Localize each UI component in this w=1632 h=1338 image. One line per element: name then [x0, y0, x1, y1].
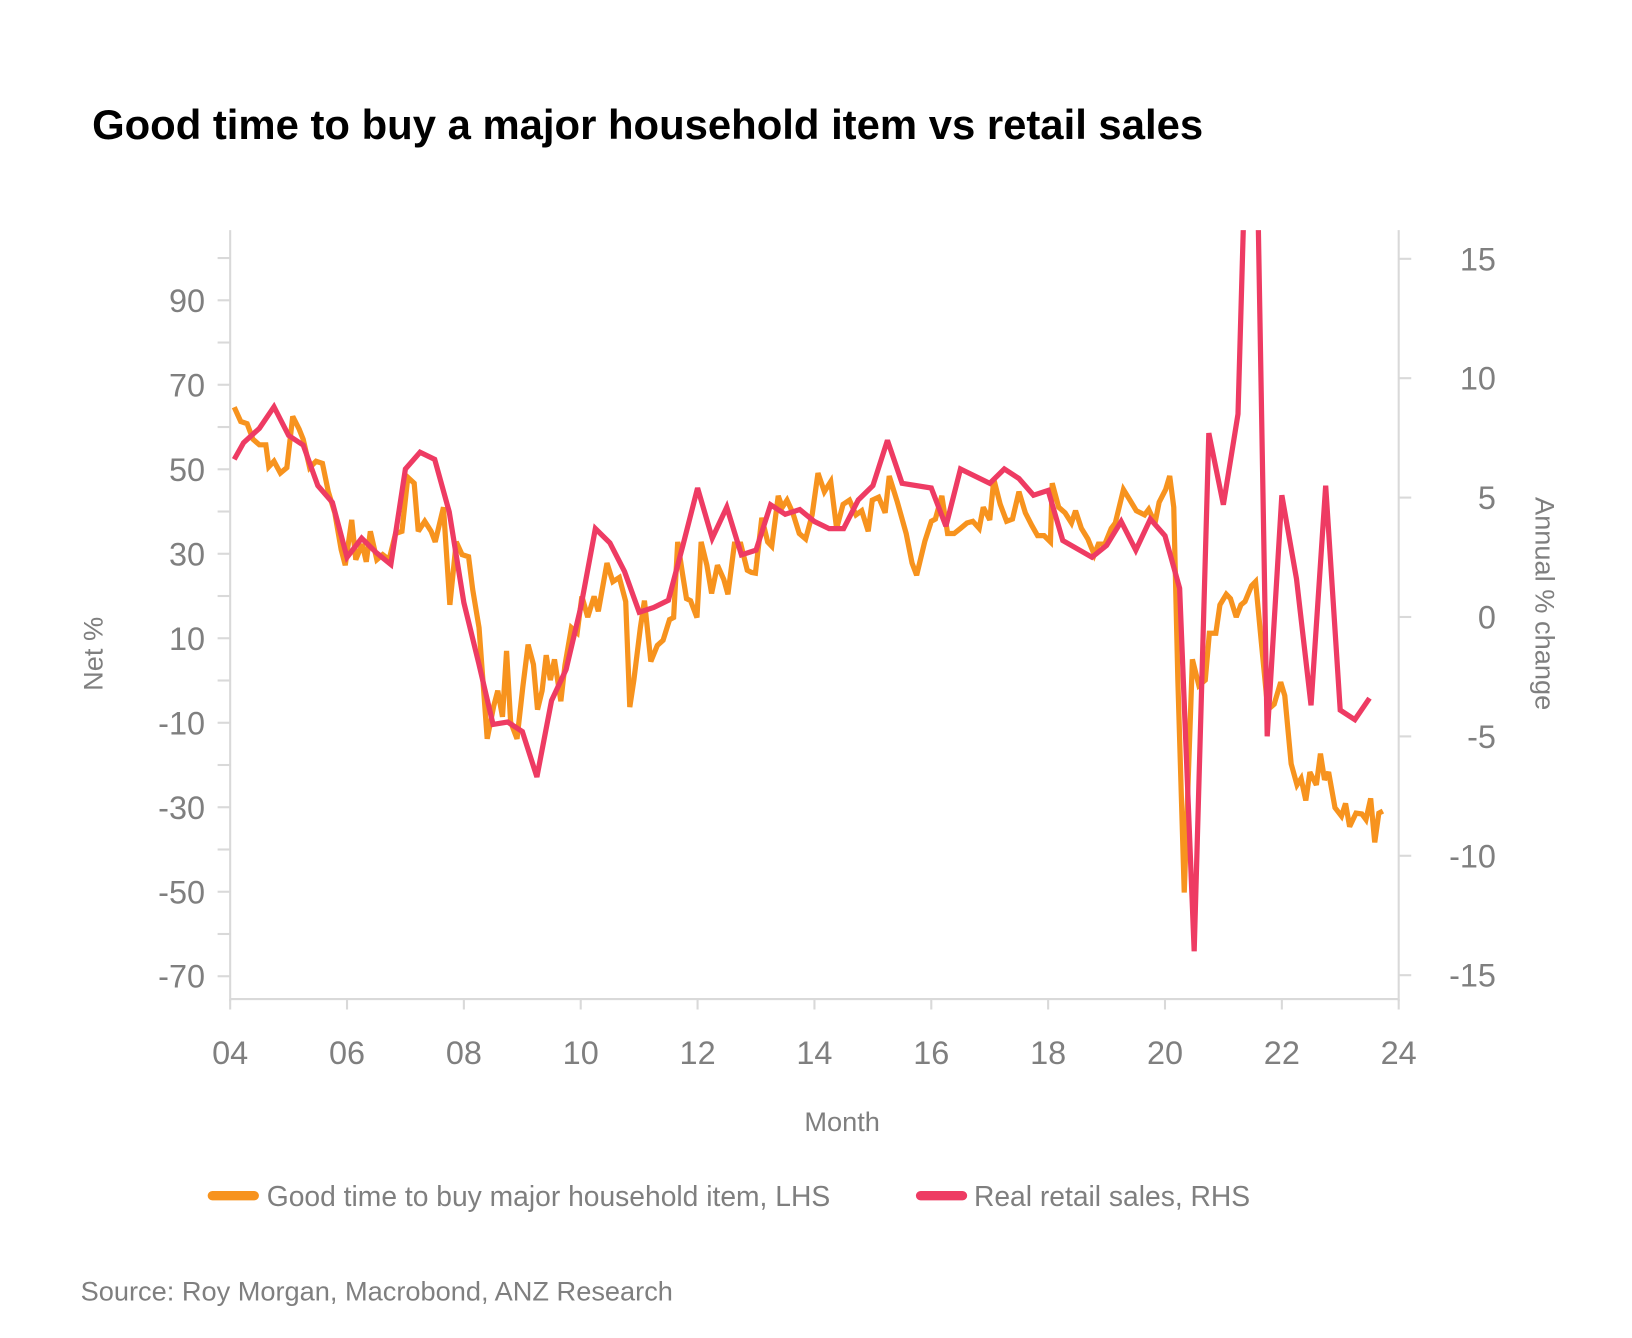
y-left-tick-label: 90 [169, 283, 205, 319]
y-left-tick-label: 50 [169, 452, 205, 488]
x-tick-label: 20 [1147, 1035, 1183, 1071]
x-tick-label: 22 [1264, 1035, 1300, 1071]
y-left-tick-label: 30 [169, 536, 205, 572]
y-left-tick-label: 10 [169, 621, 205, 657]
series-group [231, 230, 1385, 952]
x-axis-title: Month [804, 1106, 880, 1137]
y-left-tick-label: 70 [169, 367, 205, 403]
y-left-tick-label: -50 [158, 874, 205, 910]
x-tick-label: 04 [212, 1035, 248, 1071]
y-right-axis-title: Annual % change [1530, 497, 1561, 710]
y-left-tick-label: -10 [158, 705, 205, 741]
x-tick-label: 06 [329, 1035, 365, 1071]
x-tick-label: 14 [796, 1035, 832, 1071]
x-tick-label: 08 [446, 1035, 482, 1071]
y-right-tick-label: -15 [1449, 958, 1496, 994]
chart-title: Good time to buy a major household item … [92, 101, 1203, 148]
y-right-tick-label: 15 [1460, 241, 1496, 277]
x-tick-label: 12 [680, 1035, 716, 1071]
legend-label-retail-sales: Real retail sales, RHS [974, 1180, 1250, 1212]
x-tick-label: 10 [563, 1035, 599, 1071]
y-left-axis-title: Net % [78, 617, 109, 691]
x-tick-label: 24 [1381, 1035, 1417, 1071]
y-right-tick-label: 0 [1478, 599, 1496, 635]
y-right-tick-label: -10 [1449, 838, 1496, 874]
x-tick-label: 16 [913, 1035, 949, 1071]
series-line-retail-sales [231, 230, 1372, 952]
y-left-tick-label: -30 [158, 790, 205, 826]
y-right-tick-label: 5 [1478, 480, 1496, 516]
legend-label-household-item: Good time to buy major household item, L… [267, 1180, 830, 1212]
x-tick-label: 18 [1030, 1035, 1066, 1071]
source-note: Source: Roy Morgan, Macrobond, ANZ Resea… [81, 1275, 673, 1306]
series-line-household-item [231, 406, 1385, 893]
y-right-tick-label: 10 [1460, 361, 1496, 397]
y-right-tick-label: -5 [1467, 719, 1496, 755]
legend: Good time to buy major household item, L… [207, 1180, 1250, 1212]
y-left-tick-label: -70 [158, 959, 205, 995]
